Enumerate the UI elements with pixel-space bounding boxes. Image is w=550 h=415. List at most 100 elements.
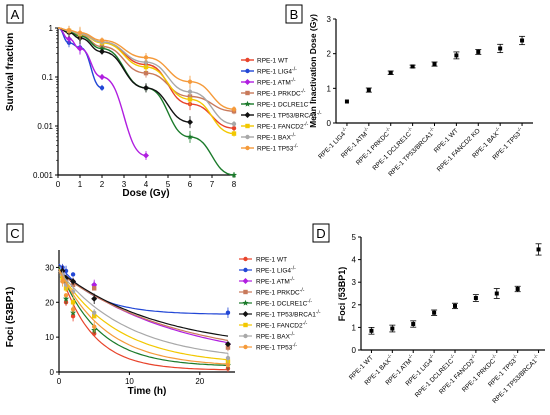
panelA-y-tick-label: 1 — [49, 24, 54, 33]
panelD-y-tick-label: 0 — [352, 346, 357, 355]
panelC-fit-curve — [58, 267, 228, 371]
panelC-data-point — [225, 345, 231, 350]
panelC-legend-marker — [243, 289, 248, 295]
panelC-legend-marker — [243, 267, 248, 273]
panelD-data-point — [473, 296, 478, 301]
panelC-x-tick-label: 10 — [125, 377, 134, 386]
panelA-data-point — [143, 84, 149, 91]
panelC-x-tick-label: 20 — [195, 377, 204, 386]
panelA-legend-label: RPE-1 BAX-/- — [257, 133, 296, 142]
panelA-series-line — [57, 27, 235, 135]
panelC-data-point — [224, 341, 231, 348]
panelA-legend-marker — [245, 123, 250, 129]
panelA-x-tick-label: 8 — [232, 180, 237, 189]
panelC-fit-curve — [58, 267, 229, 367]
svg-text:B: B — [290, 7, 299, 22]
panelA-data-point — [99, 38, 105, 43]
panelA-plot: 0 1 2 3 4 5 6 7 8 1 0.1 0.01 0.001 RPE-1 WT RPE-1 LIG4… — [33, 24, 322, 189]
panelC-data-point — [92, 310, 97, 315]
panelA-data-point — [187, 119, 193, 126]
panelB-y-tick-label: 2 — [327, 50, 332, 59]
panelC-fit-curve — [58, 270, 229, 354]
panelC-fit-curve — [58, 270, 229, 361]
panelD-y-tick-label: 2 — [352, 301, 357, 310]
panelA-legend-label: RPE-1 PRKDC-/- — [257, 89, 306, 98]
svg-text:A: A — [11, 7, 20, 22]
panelC-y-tick-label: 20 — [45, 298, 54, 307]
panelA-legend-marker — [245, 90, 250, 96]
panelB-ylabel: Mean Inactivation Dose (Gy) — [308, 14, 318, 128]
panelA-series-line — [57, 27, 147, 157]
panelB-data-point — [344, 99, 349, 104]
panelA-series-line — [57, 27, 235, 129]
panelB-data-point — [454, 53, 459, 58]
panelA-xlabel: Dose (Gy) — [122, 188, 169, 199]
panelA-x-tick-label: 5 — [166, 180, 171, 189]
panelA-x-tick-label: 4 — [144, 180, 149, 189]
panelC-legend-label: RPE-1 DCLRE1C-/- — [256, 299, 312, 308]
panelC-fit-curve — [58, 268, 229, 365]
panelA-x-tick-label: 3 — [122, 180, 127, 189]
panelA-data-point — [231, 131, 237, 136]
panel-D-label: D — [312, 223, 330, 243]
panelB-data-point — [388, 70, 393, 75]
panelA-data-point — [231, 121, 237, 127]
panelA-data-point — [143, 64, 149, 70]
panelB-y-tick-label: 1 — [327, 84, 332, 93]
panelB-y-tick-label: 0 — [327, 119, 332, 128]
panelC-data-point — [70, 307, 76, 312]
panelA-data-point — [66, 28, 72, 33]
panelC-legend-marker — [243, 333, 248, 339]
panelA-data-point — [231, 126, 237, 131]
panelA-data-point — [66, 35, 72, 42]
panelA-data-point — [187, 79, 193, 84]
panelC-legend-label: RPE-1 TP53-/- — [256, 343, 297, 352]
panelB-category-label: RPE-1 PRKDC-/- — [354, 126, 395, 167]
panel-A-label: A — [6, 4, 24, 24]
panelD-data-point — [369, 328, 374, 333]
panelC-legend-marker — [242, 299, 249, 306]
panelC-data-point — [70, 272, 76, 277]
panelC-plot: 0 10 20 0 10 20 30 RPE-1 WT RPE-1 LIG4-/- RPE-1 A… — [45, 250, 321, 386]
panelD-data-point — [411, 322, 416, 327]
panelA-legend-marker — [245, 145, 250, 151]
panelC-data-point — [70, 314, 76, 319]
panelC-x-tick-label: 0 — [57, 377, 62, 386]
panel-C-label: C — [6, 223, 24, 243]
panelA-legend-label: RPE-1 DCLRE1C-/- — [257, 100, 313, 109]
panelC-data-point — [91, 295, 98, 302]
panelC-legend-marker — [243, 322, 248, 328]
panelC-data-point — [63, 268, 69, 274]
panelC-legend-marker — [242, 278, 249, 284]
panelD-y-tick-label: 1 — [352, 323, 357, 332]
panelB-data-point — [476, 49, 481, 54]
panelD-y-tick-label: 4 — [352, 256, 357, 265]
panelB-data-point — [520, 38, 525, 43]
panelB-data-point — [366, 88, 371, 93]
panelC-xlabel: Time (h) — [128, 386, 167, 397]
panelC-y-tick-label: 0 — [50, 368, 55, 377]
panelD-data-point — [536, 247, 541, 252]
panelA-data-point — [231, 107, 237, 112]
panelC-fit-curve — [58, 272, 229, 342]
panelA-legend-marker — [244, 100, 251, 107]
panelA-y-tick-label: 0.1 — [42, 73, 54, 82]
panelC-data-point — [60, 279, 65, 284]
panelD-category-label: RPE-1 PRKDC-/- — [460, 353, 501, 394]
panelA-legend-label: RPE-1 LIG4-/- — [257, 67, 297, 76]
panelD-data-point — [390, 326, 395, 331]
panelA-legend-marker — [245, 68, 250, 74]
panelA-data-point — [98, 45, 106, 52]
panelA-x-tick-label: 0 — [56, 180, 61, 189]
panelB-data-point — [410, 64, 415, 69]
panelC-legend-marker — [243, 344, 248, 350]
panelC-legend-label: RPE-1 TP53/BRCA1-/- — [256, 310, 321, 319]
panelA-legend-label: RPE-1 WT — [257, 58, 288, 65]
svg-text:C: C — [10, 226, 19, 241]
panelD-data-point — [494, 291, 499, 296]
panelA-legend-marker — [245, 57, 250, 63]
panel-B-label: B — [285, 4, 303, 24]
panelA-ylabel: Survival fraction — [5, 33, 16, 111]
panelA-data-point — [99, 74, 105, 80]
